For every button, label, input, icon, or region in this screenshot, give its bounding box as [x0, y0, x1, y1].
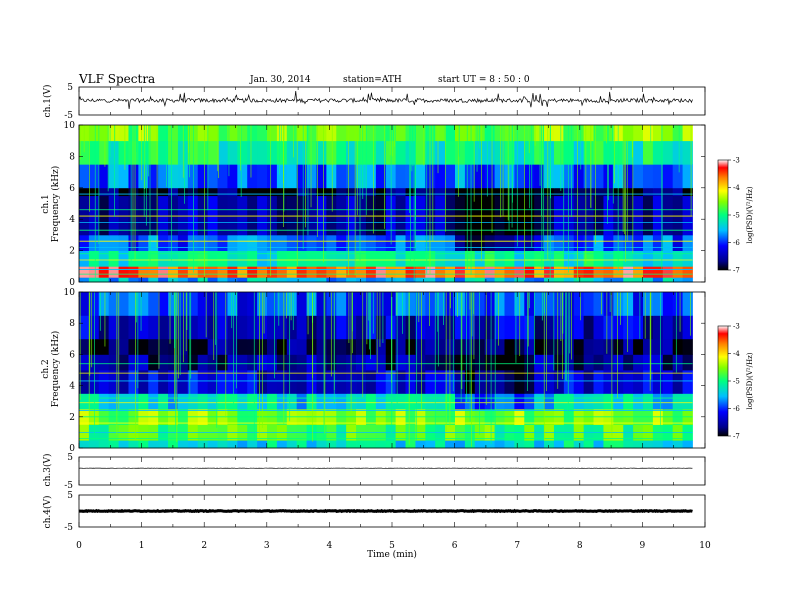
freq-tick-label: 8 [69, 152, 75, 162]
waveform-trace-5 [79, 511, 692, 512]
time-tick-label: 7 [514, 541, 520, 551]
colorbar-tick-label: -5 [733, 378, 740, 386]
date-label: Jan. 30, 2014 [249, 75, 311, 85]
start-time-label: start UT = 8 : 50 : 0 [438, 75, 530, 85]
time-tick-label: 9 [640, 541, 646, 551]
colorbar-tick-label: -6 [733, 405, 740, 413]
volt-tick-label: -5 [64, 481, 73, 491]
spectrogram-ch2-image [79, 292, 705, 448]
colorbar-tick-label: -3 [733, 157, 740, 165]
freq-tick-label: 0 [69, 278, 75, 288]
volt-tick-label: 5 [67, 453, 73, 463]
station-label: station=ATH [343, 75, 402, 85]
time-tick-label: 3 [264, 541, 270, 551]
colorbar-tick-label: -3 [733, 323, 740, 331]
waveform-trace-1 [79, 91, 692, 109]
ch2-frequency-axis-label: Frequency (kHz) [50, 331, 61, 408]
freq-tick-label: 4 [69, 382, 75, 392]
time-tick-label: 6 [452, 541, 458, 551]
colorbar-ch2-scale [718, 326, 728, 436]
time-tick-label: 1 [139, 541, 145, 551]
time-tick-label: 10 [699, 541, 711, 551]
ch4-voltage-axis-label: ch.4(V) [42, 496, 53, 529]
ch1-voltage-axis-label: ch.1(V) [42, 85, 53, 118]
freq-tick-label: 8 [69, 319, 75, 329]
volt-tick-label: -5 [64, 523, 73, 533]
colorbar-ch1-label: log(PSD)(V²/Hz) [746, 186, 754, 243]
figure-title: VLF Spectra [78, 72, 155, 86]
volt-tick-label: -5 [64, 111, 73, 121]
ch1-frequency-axis-label: Frequency (kHz) [50, 166, 61, 243]
panel-1: 5 -5 [64, 83, 705, 121]
panel-4: 5 -5 [64, 453, 705, 491]
colorbar-ch2-label: log(PSD)(V²/Hz) [746, 352, 754, 409]
freq-tick-label: 6 [69, 184, 75, 194]
time-tick-label: 8 [577, 541, 583, 551]
volt-tick-label: 5 [67, 83, 73, 93]
colorbar-tick-label: -5 [733, 212, 740, 220]
time-tick-label: 4 [327, 541, 333, 551]
freq-tick-label: 6 [69, 350, 75, 360]
colorbar-ch2: -3 -4 -5 -6 -7 log(PSD)(V²/Hz) [718, 323, 754, 441]
colorbar-ch1: -3 -4 -5 -6 -7 log(PSD)(V²/Hz) [718, 157, 754, 275]
volt-tick-label: 5 [67, 491, 73, 501]
freq-tick-label: 2 [69, 247, 75, 257]
colorbar-tick-label: -4 [733, 350, 740, 358]
freq-tick-label: 4 [69, 215, 75, 225]
colorbar-tick-label: -7 [733, 267, 740, 275]
time-tick-label: 2 [201, 541, 207, 551]
colorbar-tick-label: -4 [733, 184, 740, 192]
freq-tick-label: 10 [64, 121, 76, 131]
colorbar-ch1-scale [718, 160, 728, 270]
time-tick-label: 0 [76, 541, 82, 551]
ch2-spectrogram-axis-label: ch.2 [41, 359, 51, 378]
x-axis-label: Time (min) [367, 549, 417, 560]
freq-tick-label: 10 [64, 288, 76, 298]
colorbar-tick-label: -6 [733, 239, 740, 247]
panel-2: 0 2 4 6 8 10 [64, 121, 705, 288]
freq-tick-label: 2 [69, 413, 75, 423]
panel-5: 5 -5 [64, 491, 705, 533]
ch1-spectrogram-axis-label: ch.1 [41, 194, 51, 213]
colorbar-tick-label: -7 [733, 433, 740, 441]
spectrogram-ch1-image [79, 125, 705, 282]
ch3-voltage-axis-label: ch.3(V) [42, 454, 53, 487]
